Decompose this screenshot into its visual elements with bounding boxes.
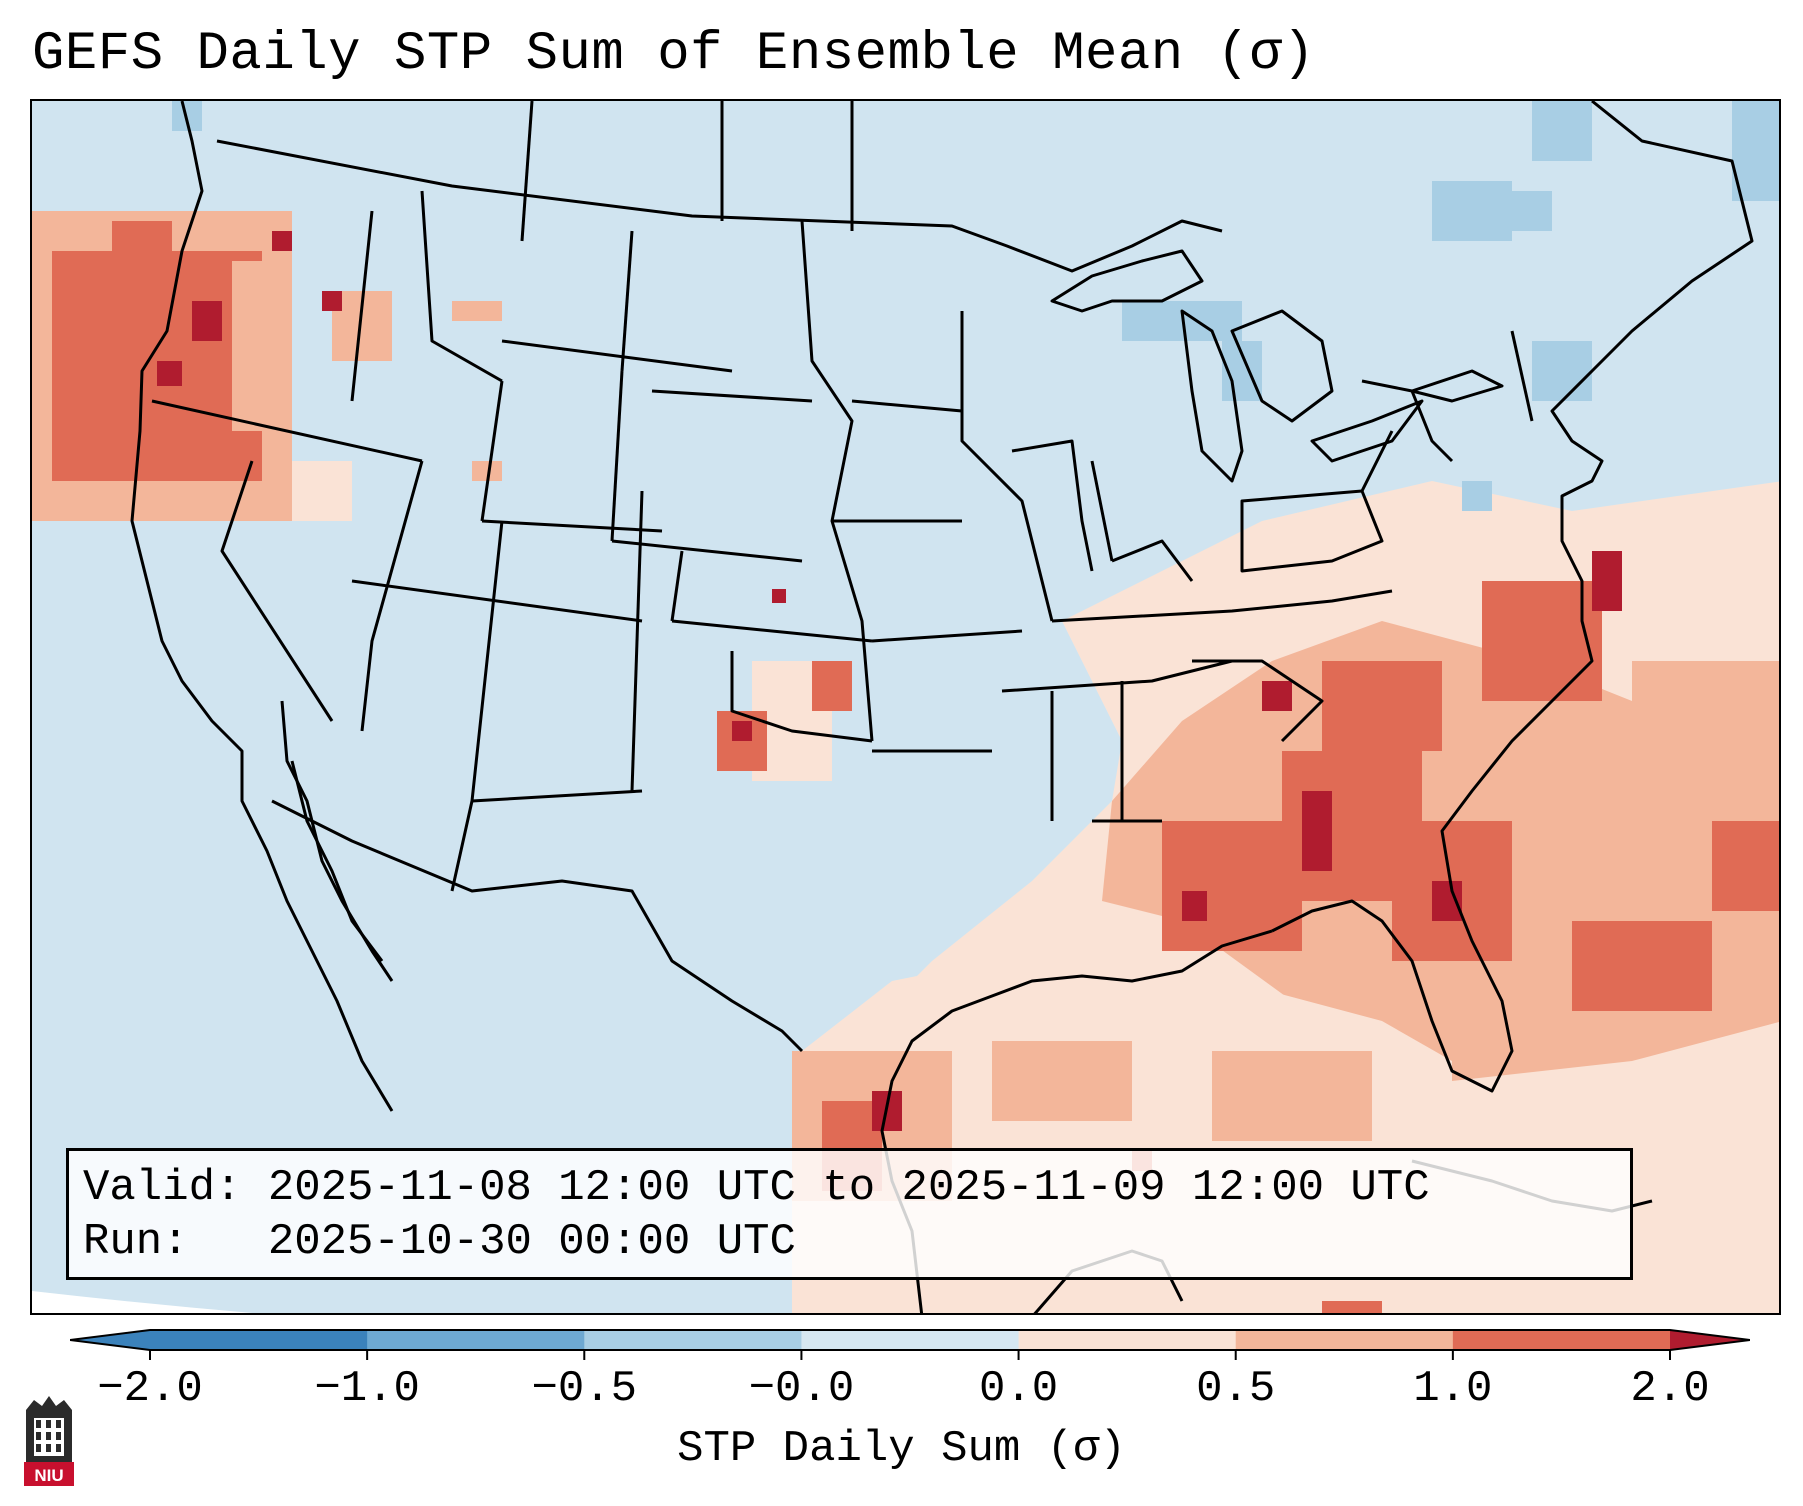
valid-time-line: Valid: 2025-11-08 12:00 UTC to 2025-11-0… [83,1163,1430,1213]
colorbar-tick-label: −0.5 [531,1364,638,1414]
us-mexico-border [271,799,804,1053]
valid-run-infobox: Valid: 2025-11-08 12:00 UTC to 2025-11-0… [66,1148,1633,1280]
colorbar-tick-label: 1.0 [1413,1364,1493,1414]
colorbar-tick-label: 0.0 [978,1364,1059,1414]
map-canvas [32,101,1779,1313]
university-tower-icon: NIU [24,1396,74,1486]
map-panel[interactable] [30,99,1781,1315]
colorbar-segment [1452,1330,1671,1350]
colorbar-tick-label: −2.0 [97,1364,203,1414]
map-title: GEFS Daily STP Sum of Ensemble Mean (σ) [32,24,1316,85]
colorbar-tick-label: 2.0 [1630,1364,1710,1414]
great-lakes-outline [1050,249,1204,313]
colorbar-segment [150,1330,368,1350]
state-borders [151,101,1534,892]
canada-us-border [216,139,1223,273]
colorbar-label: STP Daily Sum (σ) [677,1424,1126,1474]
pacific-coastline [130,101,394,1112]
colorbar-segment [1018,1330,1237,1350]
logo-text: NIU [34,1466,63,1485]
colorbar-extend-min [70,1330,150,1350]
colorbar-segment [1235,1330,1454,1350]
atlantic-coastline [1271,101,1754,1093]
colorbar-tick-label: −0.0 [748,1364,855,1414]
stp-anomaly-field [32,101,1779,1313]
colorbar-tick-label: 0.5 [1196,1364,1276,1414]
colorbar-segment [801,1330,1020,1350]
run-time-line: Run: 2025-10-30 00:00 UTC [83,1217,796,1267]
colorbar-segment [367,1330,585,1350]
colorbar [70,1329,1750,1360]
colorbar-tick-label: −1.0 [314,1364,420,1414]
colorbar-segment [584,1330,802,1350]
colorbar-extend-max [1670,1330,1750,1350]
